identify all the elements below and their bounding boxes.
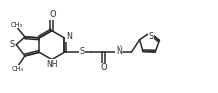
Text: CH₃: CH₃ (12, 66, 24, 72)
Text: O: O (101, 63, 107, 72)
Text: S: S (148, 32, 153, 41)
Text: NH: NH (46, 60, 58, 69)
Text: N: N (66, 32, 72, 41)
Text: S: S (80, 47, 85, 56)
Text: CH₃: CH₃ (10, 22, 22, 28)
Text: S: S (9, 40, 14, 49)
Text: N: N (116, 47, 122, 56)
Text: O: O (49, 10, 56, 19)
Text: H: H (116, 45, 121, 51)
